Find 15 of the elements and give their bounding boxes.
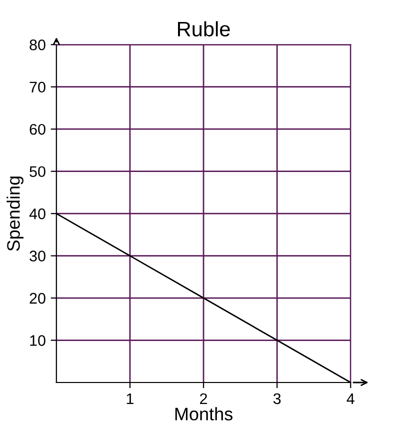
x-tick-label: 2 — [200, 393, 207, 404]
y-tick-label: 70 — [30, 82, 46, 93]
y-axis-title: Spending — [6, 176, 24, 251]
x-tick-label: 1 — [126, 393, 134, 404]
x-tick-label: 3 — [273, 393, 281, 404]
y-tick-label: 20 — [30, 292, 46, 304]
y-tick-label: 30 — [30, 250, 46, 262]
y-tick-label: 10 — [30, 335, 46, 346]
x-axis-title: Months — [175, 407, 232, 420]
y-tick-label: 60 — [30, 124, 46, 135]
y-tick-label: 40 — [29, 208, 46, 220]
y-tick-label: 80 — [30, 39, 46, 50]
x-tick-label: 4 — [346, 393, 354, 404]
y-tick-label: 50 — [30, 166, 46, 178]
chart-title: Ruble — [178, 21, 230, 36]
